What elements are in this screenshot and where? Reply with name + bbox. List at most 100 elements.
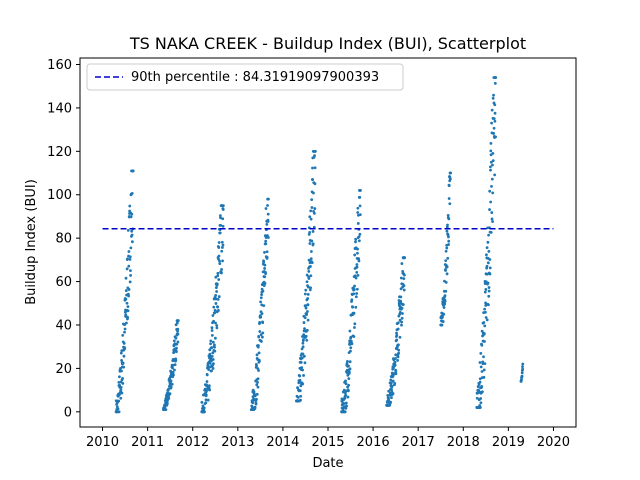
scatter-point bbox=[344, 406, 348, 410]
scatter-point bbox=[207, 384, 211, 387]
scatter-point bbox=[166, 402, 169, 405]
scatter-point bbox=[393, 382, 397, 385]
scatter-point bbox=[129, 269, 132, 273]
scatter-point bbox=[352, 311, 356, 315]
scatter-point bbox=[353, 274, 357, 278]
scatter-point bbox=[164, 408, 168, 412]
scatter-point bbox=[212, 319, 216, 323]
scatter-point bbox=[478, 380, 482, 384]
scatter-point bbox=[441, 315, 444, 319]
scatter-point bbox=[174, 359, 178, 362]
scatter-point bbox=[398, 335, 402, 339]
scatter-point bbox=[217, 309, 220, 312]
scatter-point bbox=[211, 340, 215, 344]
scatter-point bbox=[261, 331, 265, 335]
scatter-point bbox=[301, 345, 305, 349]
scatter-point bbox=[163, 403, 167, 407]
x-tick-label: 2011 bbox=[131, 435, 164, 450]
scatter-point bbox=[210, 369, 213, 373]
scatter-point bbox=[304, 288, 308, 292]
scatter-point bbox=[446, 256, 450, 260]
scatter-point bbox=[302, 338, 305, 341]
scatter-point bbox=[122, 354, 126, 358]
scatter-point bbox=[310, 206, 314, 209]
scatter-point bbox=[393, 360, 397, 364]
scatter-point bbox=[309, 209, 313, 213]
scatter-point bbox=[442, 306, 446, 309]
scatter-point bbox=[259, 315, 263, 319]
scatter-point bbox=[263, 263, 267, 267]
scatter-point bbox=[309, 250, 313, 253]
scatter-point bbox=[445, 265, 449, 269]
scatter-point bbox=[267, 197, 270, 201]
scatter-point bbox=[213, 349, 217, 353]
scatter-point bbox=[447, 235, 450, 239]
scatter-point bbox=[487, 294, 491, 298]
scatter-point bbox=[482, 368, 486, 372]
scatter-point bbox=[386, 394, 390, 397]
scatter-point bbox=[444, 259, 448, 263]
scatter-point bbox=[490, 184, 493, 188]
scatter-point bbox=[266, 204, 269, 207]
scatter-point bbox=[174, 336, 178, 340]
y-tick-label: 20 bbox=[55, 362, 72, 377]
scatter-point bbox=[393, 363, 397, 367]
scatter-point bbox=[301, 382, 305, 386]
scatter-point bbox=[130, 240, 134, 244]
scatter-point bbox=[300, 347, 304, 351]
scatter-point bbox=[204, 387, 207, 391]
scatter-point bbox=[116, 407, 120, 411]
scatter-point bbox=[387, 389, 391, 393]
scatter-point bbox=[217, 254, 221, 258]
scatter-point bbox=[344, 393, 348, 397]
scatter-point bbox=[348, 367, 352, 371]
scatter-point bbox=[176, 332, 180, 336]
scatter-point bbox=[259, 300, 262, 304]
scatter-point bbox=[218, 231, 222, 235]
scatter-point bbox=[169, 379, 173, 383]
scatter-point bbox=[394, 372, 398, 376]
scatter-point bbox=[396, 358, 400, 362]
scatter-point bbox=[356, 251, 359, 255]
scatter-point bbox=[402, 288, 406, 292]
scatter-point bbox=[305, 312, 308, 316]
scatter-point bbox=[220, 271, 223, 275]
scatter-point bbox=[311, 178, 315, 181]
scatter-point bbox=[129, 273, 132, 277]
scatter-point bbox=[397, 351, 400, 355]
scatter-point bbox=[215, 326, 219, 330]
scatter-point bbox=[402, 277, 406, 281]
scatter-point bbox=[357, 257, 361, 260]
scatter-point bbox=[394, 370, 398, 373]
scatter-point bbox=[353, 253, 357, 257]
scatter-point bbox=[447, 239, 451, 243]
scatter-point bbox=[479, 365, 483, 369]
y-tick-label: 40 bbox=[55, 318, 72, 333]
scatter-point bbox=[256, 385, 260, 389]
scatter-point bbox=[259, 333, 263, 337]
scatter-point bbox=[313, 149, 317, 153]
scatter-point bbox=[483, 324, 487, 328]
scatter-point bbox=[484, 301, 487, 305]
scatter-point bbox=[488, 189, 492, 193]
scatter-point bbox=[127, 288, 131, 291]
scatter-point bbox=[442, 312, 446, 316]
y-tick-label: 140 bbox=[47, 101, 72, 116]
scatter-point bbox=[262, 304, 266, 308]
scatter-point bbox=[218, 262, 222, 266]
scatter-point bbox=[488, 208, 491, 211]
scatter-point bbox=[449, 171, 453, 175]
scatter-point bbox=[262, 284, 266, 287]
scatter-point bbox=[479, 397, 483, 400]
scatter-point bbox=[254, 402, 258, 406]
scatter-point bbox=[213, 336, 217, 340]
scatter-point bbox=[215, 282, 219, 286]
scatter-point bbox=[209, 342, 212, 346]
scatter-point bbox=[354, 237, 358, 241]
scatter-point bbox=[208, 388, 212, 392]
scatter-point bbox=[176, 340, 180, 344]
scatter-point bbox=[487, 303, 490, 307]
scatter-point bbox=[354, 295, 358, 299]
scatter-point bbox=[128, 280, 132, 284]
scatter-point bbox=[128, 204, 132, 208]
